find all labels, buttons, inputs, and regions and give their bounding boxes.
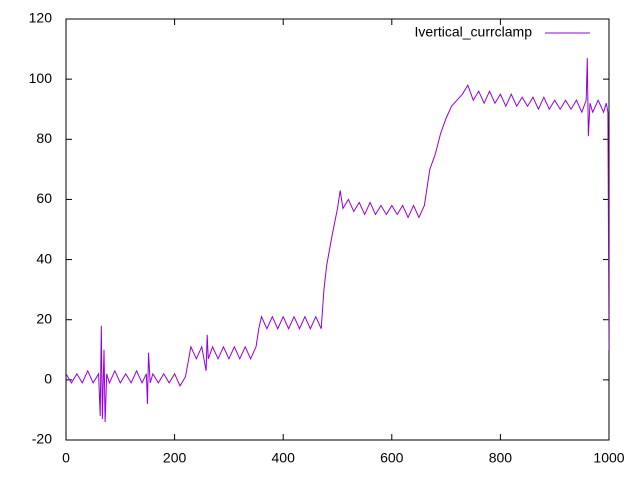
y-tick-label: 20: [36, 310, 52, 326]
y-tick-label: 40: [36, 250, 52, 266]
x-tick-label: 800: [489, 450, 513, 466]
x-tick-label: 400: [272, 450, 296, 466]
y-tick-label: 0: [44, 371, 52, 387]
x-tick-label: 600: [380, 450, 404, 466]
x-tick-label: 1000: [593, 450, 624, 466]
y-tick-label: 80: [36, 130, 52, 146]
x-tick-label: 200: [163, 450, 187, 466]
plot-border: [65, 18, 610, 441]
y-tick-label: 120: [29, 10, 53, 26]
y-tick-label: -20: [32, 431, 52, 447]
y-tick-label: 100: [29, 70, 53, 86]
y-tick-label: 60: [36, 190, 52, 206]
legend-label: Ivertical_currclamp: [415, 24, 533, 40]
data-line: [66, 58, 609, 422]
x-tick-label: 0: [62, 450, 70, 466]
